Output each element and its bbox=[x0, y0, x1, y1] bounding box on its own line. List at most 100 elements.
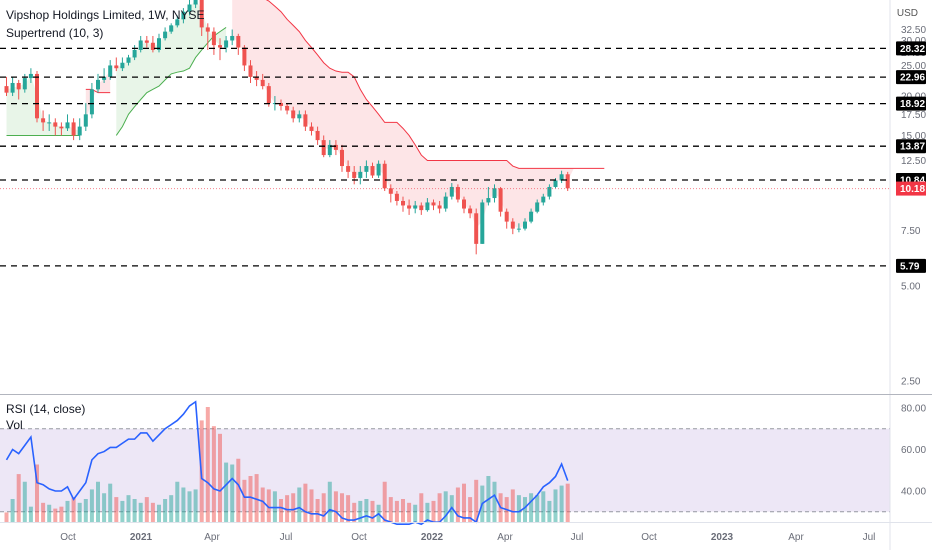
candle bbox=[541, 193, 546, 206]
volume-bar bbox=[193, 489, 198, 522]
price-tick-label: 2.50 bbox=[901, 377, 921, 388]
candle-body bbox=[468, 208, 473, 214]
supertrend-down-fill bbox=[232, 0, 605, 229]
price-tick-label: 12.50 bbox=[901, 156, 926, 167]
candle-body bbox=[279, 103, 283, 106]
volume-bar bbox=[71, 497, 76, 522]
candle-body bbox=[114, 65, 119, 69]
rsi-line bbox=[5, 400, 569, 526]
candle-body bbox=[108, 65, 113, 77]
candle-body bbox=[449, 186, 454, 197]
candle-body bbox=[358, 171, 363, 178]
volume-bar bbox=[157, 504, 161, 522]
level-tag-bg bbox=[896, 96, 926, 111]
candle bbox=[181, 8, 186, 24]
rsi-label: RSI (14, close) bbox=[6, 402, 86, 416]
candle bbox=[346, 160, 351, 178]
volume-bar bbox=[358, 500, 363, 522]
price-tick-label: 15.00 bbox=[901, 131, 926, 142]
price-panel bbox=[0, 0, 890, 267]
volume-bar bbox=[382, 481, 387, 522]
volume-bar bbox=[315, 499, 320, 522]
candle bbox=[16, 79, 21, 100]
candle bbox=[309, 122, 314, 136]
candle bbox=[407, 199, 412, 215]
candle bbox=[462, 196, 466, 214]
volume-bar bbox=[547, 500, 552, 522]
volume-bar bbox=[559, 485, 564, 522]
candle bbox=[535, 199, 540, 214]
candle-body bbox=[309, 126, 314, 131]
candle bbox=[163, 27, 168, 41]
candle bbox=[59, 122, 64, 136]
volume-bar bbox=[41, 502, 46, 522]
volume-bar bbox=[120, 500, 125, 522]
candle-body bbox=[193, 0, 198, 5]
volume-bar bbox=[303, 483, 308, 522]
candle-body bbox=[492, 188, 497, 199]
level-tag-label: 18.92 bbox=[900, 99, 925, 110]
supertrend-down-line bbox=[265, 0, 605, 169]
candle-body bbox=[187, 4, 192, 12]
candle bbox=[492, 184, 497, 203]
candle-body bbox=[47, 122, 52, 124]
candle bbox=[340, 144, 344, 172]
candle bbox=[211, 27, 216, 55]
volume-bar bbox=[16, 474, 21, 522]
volume-bar bbox=[455, 487, 460, 522]
volume-bar bbox=[126, 495, 131, 522]
candle-body bbox=[132, 49, 137, 58]
candle-body bbox=[71, 122, 76, 136]
candle bbox=[150, 35, 155, 53]
candle-body bbox=[28, 73, 33, 79]
level-tag: 22.96 bbox=[896, 70, 926, 85]
candle bbox=[504, 208, 509, 229]
candle bbox=[291, 106, 296, 123]
candle-body bbox=[211, 31, 216, 46]
volume-bar bbox=[437, 493, 442, 522]
candle bbox=[333, 140, 338, 156]
rsi-tick-label: 40.00 bbox=[901, 487, 926, 498]
candle bbox=[28, 68, 33, 83]
volume-bar bbox=[431, 500, 436, 522]
volume-bar bbox=[321, 493, 326, 522]
time-tick-label: 2022 bbox=[421, 532, 444, 543]
volume-bar bbox=[510, 489, 515, 522]
candle-body bbox=[504, 211, 509, 222]
volume-bar bbox=[297, 487, 302, 522]
volume-bar bbox=[529, 493, 534, 522]
volume-bar bbox=[419, 493, 424, 522]
level-tag-label: 13.87 bbox=[900, 142, 925, 153]
candle bbox=[388, 184, 393, 203]
candle bbox=[486, 186, 491, 206]
candle-body bbox=[53, 122, 58, 127]
candle-body bbox=[126, 57, 131, 63]
rsi-panel bbox=[0, 400, 890, 526]
time-tick-label: 2021 bbox=[130, 532, 153, 543]
time-tick-label: 2023 bbox=[711, 532, 734, 543]
candle-body bbox=[370, 166, 375, 176]
volume-bar bbox=[364, 499, 369, 522]
candle bbox=[370, 162, 375, 178]
volume-bar bbox=[516, 495, 521, 522]
candle bbox=[431, 199, 436, 211]
last-price-tag: 10.18 bbox=[896, 181, 926, 196]
candle-body bbox=[254, 76, 259, 80]
candle bbox=[157, 33, 161, 53]
price-tick-label: 7.50 bbox=[901, 226, 921, 237]
candle bbox=[199, 0, 204, 36]
volume-bar bbox=[102, 493, 107, 522]
candle-body bbox=[431, 202, 436, 206]
candle-body bbox=[510, 221, 515, 229]
candle-body bbox=[388, 188, 393, 194]
candle bbox=[529, 208, 534, 224]
candle-body bbox=[169, 25, 174, 32]
price-tick-label: 32.50 bbox=[901, 25, 926, 36]
candle-body bbox=[443, 196, 448, 209]
candle bbox=[523, 218, 527, 231]
candle-body bbox=[407, 205, 412, 209]
candle-body bbox=[77, 126, 82, 136]
level-tag: 18.92 bbox=[896, 96, 926, 111]
